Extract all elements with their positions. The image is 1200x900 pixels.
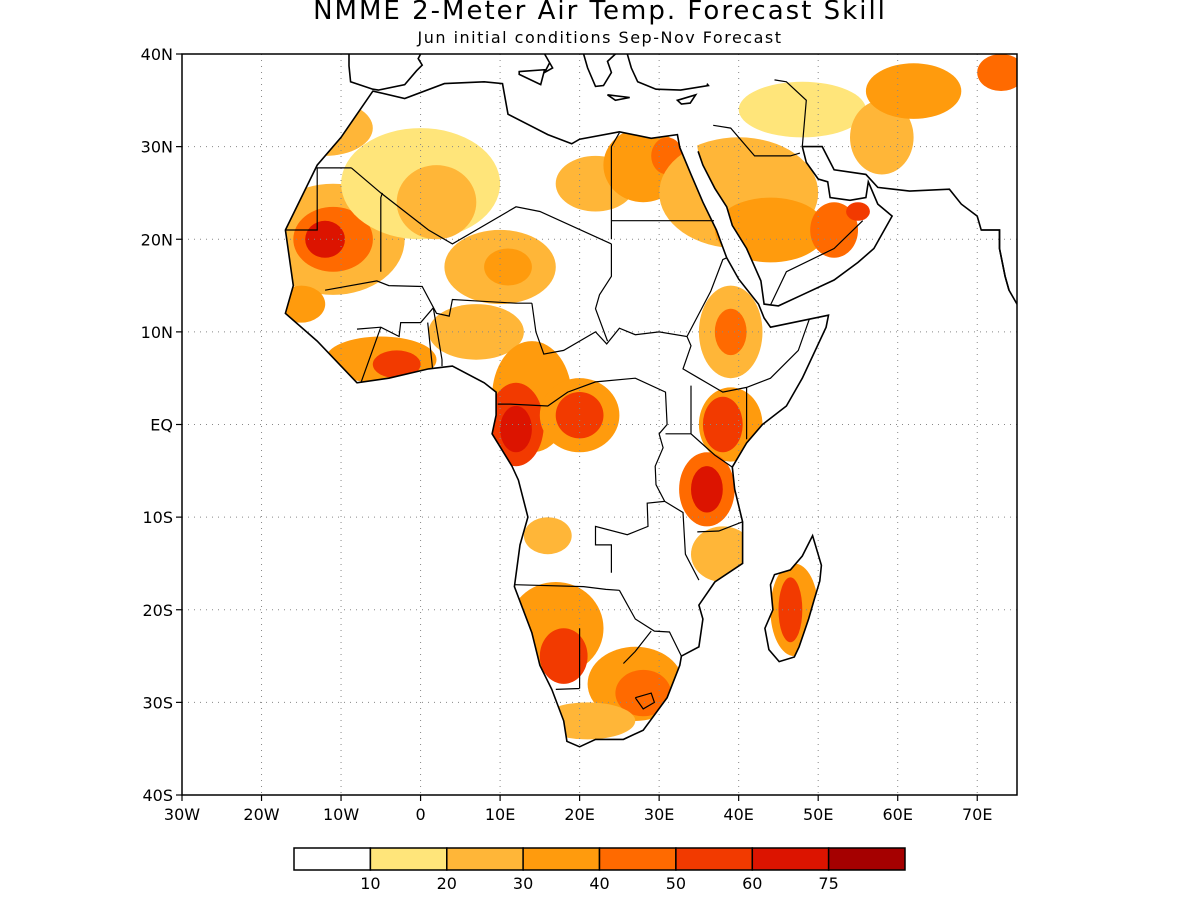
colorbar-label: 10 (360, 874, 380, 893)
colorbar-label: 60 (742, 874, 762, 893)
lon-tick-label: 40E (723, 805, 753, 824)
colorbar-swatch (598, 847, 677, 871)
colorbar-label: 30 (513, 874, 533, 893)
skill-region (778, 577, 803, 643)
colorbar-swatch (446, 847, 524, 871)
skill-region (372, 350, 421, 379)
skill-region (484, 248, 532, 286)
colorbar-swatch (827, 847, 906, 871)
lon-tick-label: 30W (164, 805, 200, 824)
skill-region (305, 220, 345, 258)
lat-tick-label: 20N (141, 230, 173, 249)
colorbar: 10 20 30 40 50 60 75 (293, 847, 906, 893)
longitude-labels: 30W 20W 10W 0 10E 20E 30E 40E 50E 60E 70E (164, 805, 993, 824)
lon-tick-label: 0 (415, 805, 425, 824)
skill-region (500, 405, 532, 453)
madagascar-coastline (764, 533, 823, 663)
colorbar-label: 20 (437, 874, 457, 893)
skill-region (865, 63, 962, 119)
colorbar-swatch (675, 847, 754, 871)
skill-region (714, 308, 747, 356)
lat-tick-label: 20S (142, 601, 173, 620)
country-borders (285, 79, 864, 710)
skill-region (539, 628, 588, 684)
colorbar-label: 40 (589, 874, 609, 893)
lat-tick-label: 30N (141, 138, 173, 157)
colorbar-swatch (751, 847, 830, 871)
colorbar-swatch (369, 847, 448, 871)
arabia-coastline (697, 145, 1010, 307)
lat-tick-label: EQ (150, 416, 173, 435)
latitude-labels: 40N 30N 20N 10N EQ 10S 20S 30S 40S (141, 45, 173, 805)
skill-region (691, 466, 723, 513)
skill-region (850, 100, 914, 175)
map-subtitle: Jun initial conditions Sep-Nov Forecast (417, 28, 783, 47)
coastlines (284, 54, 1017, 748)
skill-region (555, 392, 604, 439)
colorbar-label: 75 (818, 874, 838, 893)
colorbar-label: 50 (666, 874, 686, 893)
skill-region (396, 165, 477, 240)
lon-tick-label: 10W (323, 805, 359, 824)
europe-coastline (348, 54, 710, 105)
india-coastline (981, 229, 1017, 305)
lat-tick-label: 10S (142, 508, 173, 527)
lon-tick-label: 70E (962, 805, 992, 824)
lon-tick-label: 10E (485, 805, 515, 824)
skill-region (523, 517, 572, 555)
lon-tick-label: 60E (882, 805, 912, 824)
axis-ticks (176, 53, 978, 801)
colorbar-swatch (522, 847, 601, 871)
lat-tick-label: 30S (142, 693, 173, 712)
lat-tick-label: 10N (141, 323, 173, 342)
colorbar-swatch (293, 847, 372, 871)
lon-tick-label: 50E (803, 805, 833, 824)
skill-region (615, 669, 671, 717)
map-title: NMME 2-Meter Air Temp. Forecast Skill (313, 0, 887, 26)
lat-tick-label: 40S (142, 786, 173, 805)
skill-region (846, 202, 870, 221)
skill-region (810, 202, 858, 258)
africa-coastline (284, 80, 830, 748)
lon-tick-label: 20W (243, 805, 279, 824)
skill-region (977, 54, 1017, 91)
lon-tick-label: 20E (564, 805, 594, 824)
skill-region (738, 81, 866, 138)
lon-tick-label: 30E (644, 805, 674, 824)
lat-tick-label: 40N (141, 45, 173, 64)
